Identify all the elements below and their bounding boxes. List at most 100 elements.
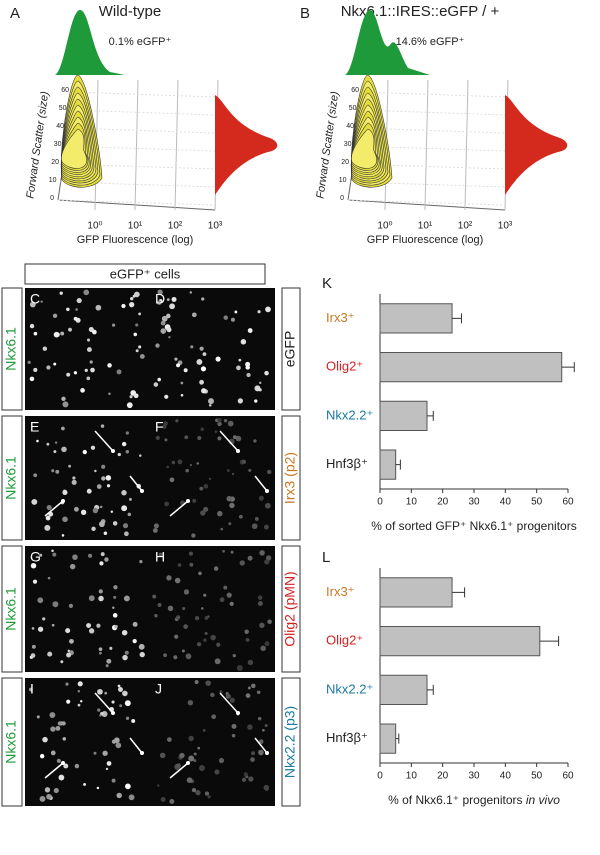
cell bbox=[138, 345, 142, 349]
cell bbox=[49, 712, 56, 718]
cell bbox=[166, 737, 172, 743]
cell bbox=[204, 631, 208, 636]
cell bbox=[155, 343, 160, 348]
cell bbox=[127, 512, 132, 517]
cell bbox=[236, 365, 241, 371]
cell bbox=[61, 396, 66, 402]
cell bbox=[116, 369, 122, 375]
arrow-head bbox=[111, 711, 115, 715]
category-label: Hnf3β⁺ bbox=[326, 730, 368, 745]
cell bbox=[111, 323, 116, 327]
cell bbox=[128, 794, 135, 801]
cell bbox=[71, 479, 77, 485]
cell bbox=[101, 464, 106, 469]
cell bbox=[131, 719, 136, 723]
x-tick-label: 30 bbox=[468, 771, 480, 782]
cell bbox=[169, 477, 175, 483]
bar bbox=[379, 577, 453, 608]
cell bbox=[56, 758, 61, 763]
cell bbox=[132, 621, 138, 627]
arrow-head bbox=[265, 489, 269, 493]
right-label: Irx3 (p2) bbox=[282, 452, 298, 504]
cell bbox=[42, 346, 48, 351]
y-tick-label: 40 bbox=[56, 123, 64, 130]
x-tick-label: 0 bbox=[377, 771, 383, 782]
cell bbox=[121, 629, 128, 636]
cell bbox=[83, 289, 90, 296]
cell bbox=[216, 642, 221, 647]
cell bbox=[33, 473, 38, 478]
cell bbox=[27, 360, 31, 364]
cell bbox=[111, 778, 116, 783]
x-tick-label: 10⁰ bbox=[377, 221, 392, 232]
cell bbox=[125, 431, 129, 435]
cell bbox=[113, 585, 118, 590]
cell bbox=[236, 665, 243, 671]
bar bbox=[379, 674, 428, 705]
panel-title: Nkx6.1::IRES::eGFP / + bbox=[341, 3, 500, 20]
cell bbox=[30, 653, 36, 658]
percent-label: 14.6% eGFP⁺ bbox=[396, 36, 465, 48]
cell bbox=[196, 358, 203, 365]
cell bbox=[111, 739, 117, 744]
category-label: Olig2⁺ bbox=[326, 359, 363, 374]
cell bbox=[62, 516, 68, 523]
grid-line-h bbox=[347, 199, 506, 206]
grid-line-v bbox=[134, 79, 139, 211]
x-tick-label: 50 bbox=[531, 771, 543, 782]
cell bbox=[232, 654, 236, 658]
arrow bbox=[219, 692, 239, 714]
cell bbox=[121, 303, 126, 309]
cell bbox=[166, 327, 172, 333]
cell bbox=[96, 623, 101, 628]
cell bbox=[115, 742, 122, 749]
cell bbox=[126, 402, 133, 409]
cell bbox=[77, 703, 81, 707]
cell bbox=[124, 650, 129, 655]
cell bbox=[229, 601, 234, 607]
cell bbox=[58, 774, 65, 781]
cell bbox=[231, 733, 236, 738]
cell bbox=[97, 708, 101, 712]
cell bbox=[32, 579, 38, 584]
cell bbox=[229, 697, 235, 703]
cell bbox=[174, 357, 178, 361]
cell bbox=[50, 750, 56, 756]
cell bbox=[130, 296, 134, 301]
cell bbox=[223, 585, 228, 590]
cell bbox=[74, 763, 80, 769]
cell bbox=[84, 368, 88, 373]
cell bbox=[193, 759, 197, 763]
bar bbox=[379, 303, 453, 334]
cell bbox=[45, 515, 51, 521]
contour bbox=[351, 128, 377, 169]
cell bbox=[156, 300, 162, 305]
cell bbox=[86, 623, 92, 629]
cell bbox=[110, 510, 114, 513]
cell bbox=[46, 365, 51, 370]
bar bbox=[379, 626, 541, 657]
cell bbox=[68, 327, 72, 332]
arrow-head bbox=[186, 499, 190, 503]
x-tick-label: 40 bbox=[500, 771, 512, 782]
cell bbox=[217, 510, 223, 517]
cell bbox=[223, 418, 228, 423]
error-bar bbox=[539, 636, 560, 647]
arrow bbox=[169, 762, 189, 779]
panel-letter: L bbox=[322, 549, 330, 566]
x-tick-label: 10¹ bbox=[128, 221, 143, 232]
cell bbox=[101, 711, 108, 717]
category-label: Nkx2.2⁺ bbox=[326, 407, 373, 422]
x-tick-label: 60 bbox=[562, 771, 574, 782]
left-label-box bbox=[1, 677, 23, 807]
cell bbox=[77, 689, 81, 693]
cell bbox=[214, 769, 220, 775]
cell bbox=[257, 716, 262, 721]
x-tick-label: 20 bbox=[437, 497, 449, 508]
x-tick-label: 40 bbox=[500, 497, 512, 508]
cell bbox=[229, 502, 235, 509]
cell bbox=[37, 597, 44, 604]
cell bbox=[180, 393, 184, 397]
cell bbox=[179, 752, 185, 759]
cell bbox=[192, 498, 197, 503]
